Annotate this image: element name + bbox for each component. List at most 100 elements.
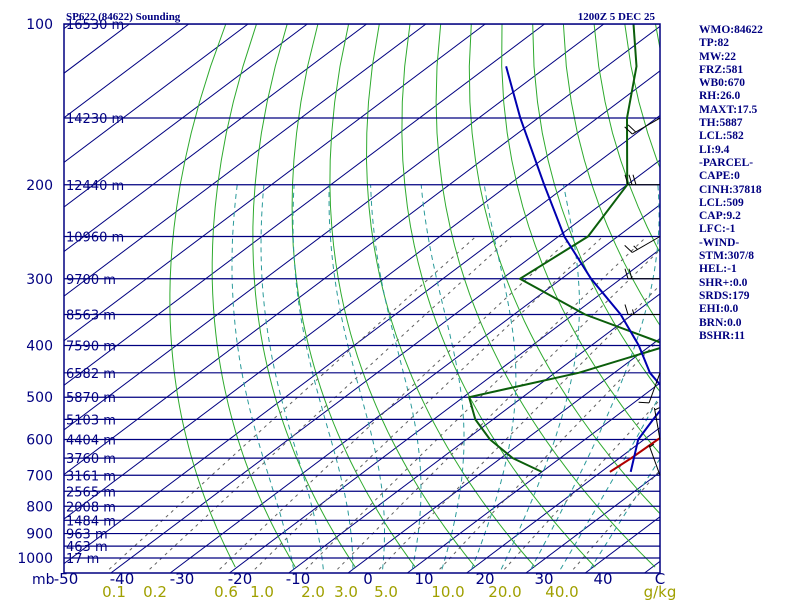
dry-adiabat bbox=[593, 24, 660, 254]
moist-adiabat bbox=[370, 184, 422, 570]
dry-adiabat bbox=[365, 24, 536, 568]
height-label: 14230 m bbox=[66, 112, 124, 127]
wind-barb-half-feather bbox=[632, 309, 635, 315]
isotherm bbox=[64, 24, 367, 253]
dry-adiabat bbox=[532, 24, 660, 393]
wind-barb-feather bbox=[627, 124, 637, 133]
mixing-ratio-tick: 0.1 bbox=[102, 583, 126, 600]
isotherm bbox=[64, 24, 545, 386]
mixing-ratio-tick: g/kg bbox=[644, 583, 677, 600]
wind-barb-staff bbox=[632, 117, 661, 135]
moist-adiabat bbox=[231, 184, 295, 570]
mixing-ratio-tick: 1.0 bbox=[250, 583, 274, 600]
pressure-axis-label: mb bbox=[32, 572, 55, 588]
height-label: 6582 m bbox=[66, 367, 116, 382]
temperature-tick: 20 bbox=[475, 570, 494, 588]
isotherm bbox=[288, 293, 660, 573]
index-line: -WIND- bbox=[699, 236, 740, 249]
moist-adiabat bbox=[471, 184, 517, 570]
isotherm bbox=[169, 204, 660, 573]
wind-barb-feather bbox=[624, 174, 629, 185]
chart-title: SP622 (84622) Sounding bbox=[66, 11, 181, 23]
temperature-tick: -50 bbox=[54, 570, 79, 588]
wind-barb-feather bbox=[638, 401, 650, 404]
wind-barb bbox=[624, 268, 660, 280]
mixing-ratio-line bbox=[439, 338, 660, 570]
temperature-tick: 30 bbox=[534, 570, 553, 588]
moist-adiabat bbox=[560, 394, 660, 570]
parcel-profile bbox=[505, 66, 660, 473]
index-line: HEL:-1 bbox=[699, 263, 737, 276]
dry-adiabat bbox=[435, 24, 656, 568]
height-label: 9700 m bbox=[66, 273, 116, 288]
height-label: 4404 m bbox=[66, 434, 116, 449]
mixing-ratio-line bbox=[254, 236, 604, 570]
mixing-ratio-tick: 3.0 bbox=[334, 583, 358, 600]
index-line: FRZ:581 bbox=[699, 63, 744, 76]
mixing-ratio-tick: 0.6 bbox=[214, 583, 238, 600]
wind-barb bbox=[624, 117, 661, 135]
pressure-tick: 600 bbox=[26, 433, 53, 449]
index-line: LCL:509 bbox=[699, 196, 744, 209]
dry-adiabat bbox=[169, 24, 236, 568]
mixing-ratio-line bbox=[108, 236, 477, 570]
index-line: CAP:9.2 bbox=[699, 210, 741, 223]
pressure-tick: 500 bbox=[26, 390, 53, 406]
index-line: CAPE:0 bbox=[699, 170, 740, 183]
index-line: TH:5887 bbox=[699, 117, 743, 130]
moist-adiabat bbox=[328, 184, 385, 570]
dry-adiabat bbox=[329, 24, 476, 568]
temperature-tick: 40 bbox=[593, 570, 612, 588]
index-line: WMO:84622 bbox=[699, 24, 763, 36]
isotherm bbox=[110, 159, 660, 573]
height-label: 8563 m bbox=[66, 309, 116, 324]
wind-barb-feather bbox=[624, 304, 629, 315]
wind-barb bbox=[624, 174, 660, 186]
wind-barb-staff bbox=[648, 445, 661, 476]
height-label: 2008 m bbox=[66, 500, 116, 515]
wind-barb bbox=[624, 304, 660, 316]
isotherm bbox=[0, 24, 11, 573]
isotherm bbox=[64, 114, 660, 565]
wind-barb bbox=[638, 372, 661, 404]
isotherm bbox=[347, 337, 660, 573]
index-line: MAXT:17.5 bbox=[699, 103, 758, 116]
dry-adiabat bbox=[401, 24, 596, 568]
index-line: BSHR:11 bbox=[699, 329, 746, 342]
index-line: SRDS:179 bbox=[699, 289, 750, 302]
mixing-ratio-tick: 5.0 bbox=[374, 583, 398, 600]
index-line: RH:26.0 bbox=[699, 90, 741, 103]
index-line: TP:82 bbox=[699, 37, 730, 50]
height-label: 17 m bbox=[66, 552, 99, 567]
height-label: 12440 m bbox=[66, 179, 124, 194]
temperature-tick: 0 bbox=[363, 570, 373, 588]
pressure-tick: 900 bbox=[26, 527, 53, 543]
height-label: 5103 m bbox=[66, 413, 116, 428]
dewpoint-profile bbox=[468, 24, 660, 473]
mixing-ratio-line bbox=[504, 399, 660, 570]
temperature-tick: -10 bbox=[286, 570, 311, 588]
temperature-tick: 10 bbox=[414, 570, 433, 588]
dry-adiabat bbox=[252, 24, 356, 568]
isotherm bbox=[64, 25, 660, 476]
wind-barb-feather bbox=[624, 126, 633, 135]
height-label: 3161 m bbox=[66, 469, 116, 484]
index-line: LFC:-1 bbox=[699, 223, 736, 236]
mixing-ratio-line bbox=[305, 236, 648, 570]
height-label: 1484 m bbox=[66, 514, 116, 529]
height-label: 463 m bbox=[66, 540, 108, 555]
index-line: EHI:0.0 bbox=[699, 303, 739, 316]
moist-adiabat bbox=[292, 184, 354, 570]
pressure-tick: 200 bbox=[26, 178, 53, 194]
moist-adiabat bbox=[500, 184, 581, 570]
wind-barb-half-feather bbox=[649, 443, 655, 448]
wind-barb-staff bbox=[653, 407, 661, 440]
isotherm bbox=[64, 24, 308, 208]
mixing-ratio-line bbox=[337, 249, 660, 570]
mixing-ratio-tick: 0.2 bbox=[143, 583, 167, 600]
wind-barb bbox=[648, 443, 661, 476]
dry-adiabat bbox=[211, 24, 296, 568]
index-line: BRN:0.0 bbox=[699, 316, 742, 329]
wind-barb bbox=[653, 407, 661, 440]
